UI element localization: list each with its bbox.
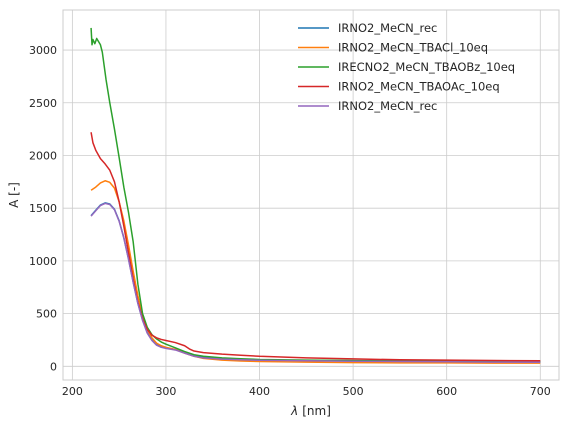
series-line-4 xyxy=(90,132,541,362)
plot-area-background xyxy=(63,10,559,380)
y-tick-label: 1500 xyxy=(29,202,57,215)
y-tick-label: 2000 xyxy=(29,149,57,162)
plot-frame xyxy=(62,9,560,381)
y-tick-label: 1000 xyxy=(29,255,57,268)
y-tick-label: 500 xyxy=(36,308,57,321)
legend-label: IRNO2_MeCN_TBAOAc_10eq xyxy=(338,80,500,94)
y-tick-label: 2500 xyxy=(29,97,57,110)
grid-layer xyxy=(63,10,559,380)
x-axis-label-unit: [nm] xyxy=(302,404,331,418)
legend: IRNO2_MeCN_rec IRNO2_MeCN_TBACl_10eq IRECN… xyxy=(298,21,515,113)
x-axis-label-symbol: λ xyxy=(290,404,298,418)
x-axis-label: λ [nm] xyxy=(290,404,331,418)
x-tick-label: 700 xyxy=(530,385,551,398)
y-axis-label: A [-] xyxy=(7,182,21,208)
x-tick-label: 300 xyxy=(155,385,176,398)
y-tick-label: 3000 xyxy=(29,44,57,57)
series-line-2 xyxy=(90,180,541,364)
legend-label: IRNO2_MeCN_rec xyxy=(338,21,437,35)
legend-label: IRECNO2_MeCN_TBAOBz_10eq xyxy=(338,60,515,74)
series-layer xyxy=(90,27,541,364)
tick-label-layer: 200 300 400 500 600 700 0 500 1000 1500 2000 2500 30… xyxy=(29,44,551,398)
series-line-5 xyxy=(90,202,541,364)
x-tick-label: 200 xyxy=(62,385,83,398)
x-tick-label: 400 xyxy=(249,385,270,398)
x-tick-label: 600 xyxy=(436,385,457,398)
x-tick-label: 500 xyxy=(343,385,364,398)
y-tick-label: 0 xyxy=(50,360,57,373)
legend-label: IRNO2_MeCN_TBACl_10eq xyxy=(338,41,488,55)
legend-label: IRNO2_MeCN_rec xyxy=(338,99,437,113)
series-line-3 xyxy=(90,27,541,363)
